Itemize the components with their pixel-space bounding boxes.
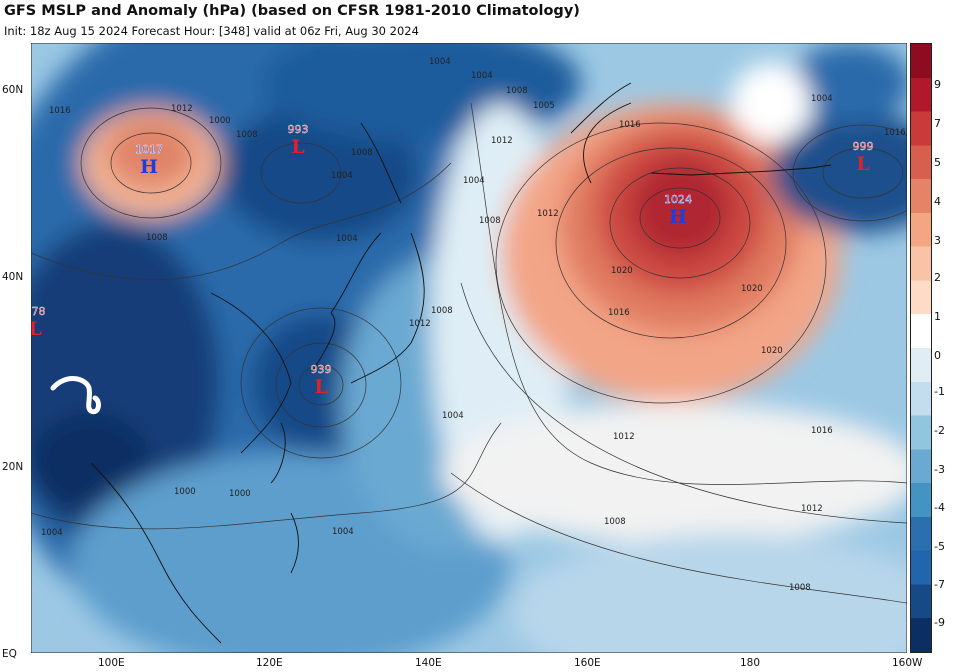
colorbar-tick: 5 [934, 156, 941, 169]
contour-label: 1016 [811, 426, 833, 436]
colorbar-tick: 0 [934, 349, 941, 362]
colorbar-tick: 4 [934, 195, 941, 208]
contour-label: 1016 [619, 120, 641, 130]
contour-label: 1000 [174, 487, 196, 497]
contour-label: 1020 [761, 346, 783, 356]
lat-label-60n: 60N [2, 84, 24, 96]
pressure-letter: L [314, 376, 327, 398]
map-subtitle: Init: 18z Aug 15 2024 Forecast Hour: [34… [4, 24, 419, 38]
contour-label: 1004 [332, 527, 354, 537]
lon-label-100e: 100E [98, 657, 125, 669]
low-pressure-marker: 978L [31, 305, 46, 340]
pressure-value: 978 [31, 305, 46, 318]
pressure-systems: 993L1017H978L939L1024H999L [31, 123, 874, 398]
contour-label: 1004 [463, 176, 485, 186]
pressure-value: 1024 [664, 193, 692, 206]
pressure-letter: L [856, 153, 869, 175]
anomaly-colorbar [910, 43, 932, 653]
pressure-letter: H [140, 156, 158, 178]
lon-label-140e: 140E [415, 657, 442, 669]
lat-label-20n: 20N [2, 461, 24, 473]
pressure-letter: H [669, 206, 687, 228]
contour-label: 1000 [209, 116, 231, 126]
colorbar-tick: -4 [934, 501, 945, 514]
contour-label: 1008 [479, 216, 501, 226]
pressure-value: 1017 [135, 143, 163, 156]
contour-label: 1016 [49, 106, 71, 116]
contour-label: 1012 [409, 319, 431, 329]
pressure-letter: L [31, 318, 42, 340]
contour-label: 1008 [351, 148, 373, 158]
contour-label: 1008 [236, 130, 258, 140]
lon-label-160w: 160W [892, 657, 923, 669]
colorbar-tick: -7 [934, 578, 945, 591]
anomaly-shading [31, 43, 907, 653]
contour-label: 1008 [431, 306, 453, 316]
contour-label: 1008 [789, 583, 811, 593]
colorbar-tick: 7 [934, 117, 941, 130]
contour-label: 1020 [741, 284, 763, 294]
contour-label: 1012 [613, 432, 635, 442]
colorbar-tick: 1 [934, 310, 941, 323]
contour-label: 1004 [331, 171, 353, 181]
isobar-contours [31, 102, 907, 604]
colorbar-tick: 3 [934, 234, 941, 247]
colorbar-tick: -9 [934, 616, 945, 629]
colorbar-tick: -3 [934, 463, 945, 476]
contour-label: 1004 [811, 94, 833, 104]
map-title: GFS MSLP and Anomaly (hPa) (based on CFS… [4, 3, 580, 19]
colorbar-tick: 2 [934, 271, 941, 284]
colorbar-tick: -5 [934, 540, 945, 553]
contour-label: 1012 [491, 136, 513, 146]
contour-label-group: 1016 101210081000100410081004100410081012… [41, 57, 906, 593]
contour-label: 1012 [801, 504, 823, 514]
pressure-value: 993 [288, 123, 309, 136]
contour-label: 1012 [171, 104, 193, 114]
contour-label: 1008 [604, 517, 626, 527]
coastlines [90, 82, 832, 644]
contour-label: 1012 [537, 209, 559, 219]
contour-label: 1000 [229, 489, 251, 499]
mslp-anomaly-map: 1016 101210081000100410081004100410081012… [31, 43, 907, 653]
pressure-value: 939 [311, 363, 332, 376]
colorbar-tick: -2 [934, 424, 945, 437]
pressure-letter: L [291, 136, 304, 158]
contour-label: 1005 [533, 101, 555, 111]
lon-label-180: 180 [740, 657, 761, 669]
contour-label: 1016 [608, 308, 630, 318]
contour-label: 1016 [884, 128, 906, 138]
contour-label: 1020 [611, 266, 633, 276]
lat-label-eq: EQ [2, 648, 17, 660]
colorbar-tick: 9 [934, 78, 941, 91]
contour-label: 1008 [146, 233, 168, 243]
contour-label: 1004 [442, 411, 464, 421]
lon-label-120e: 120E [256, 657, 283, 669]
pressure-value: 999 [853, 140, 874, 153]
contour-label: 1008 [506, 86, 528, 96]
annotation-squiggle [50, 376, 101, 415]
contour-label: 1004 [429, 57, 451, 67]
colorbar-tick: -1 [934, 385, 945, 398]
contour-label: 1004 [471, 71, 493, 81]
lat-label-40n: 40N [2, 271, 24, 283]
contour-label: 1004 [336, 234, 358, 244]
lon-label-160e: 160E [574, 657, 601, 669]
contour-label: 1004 [41, 528, 63, 538]
